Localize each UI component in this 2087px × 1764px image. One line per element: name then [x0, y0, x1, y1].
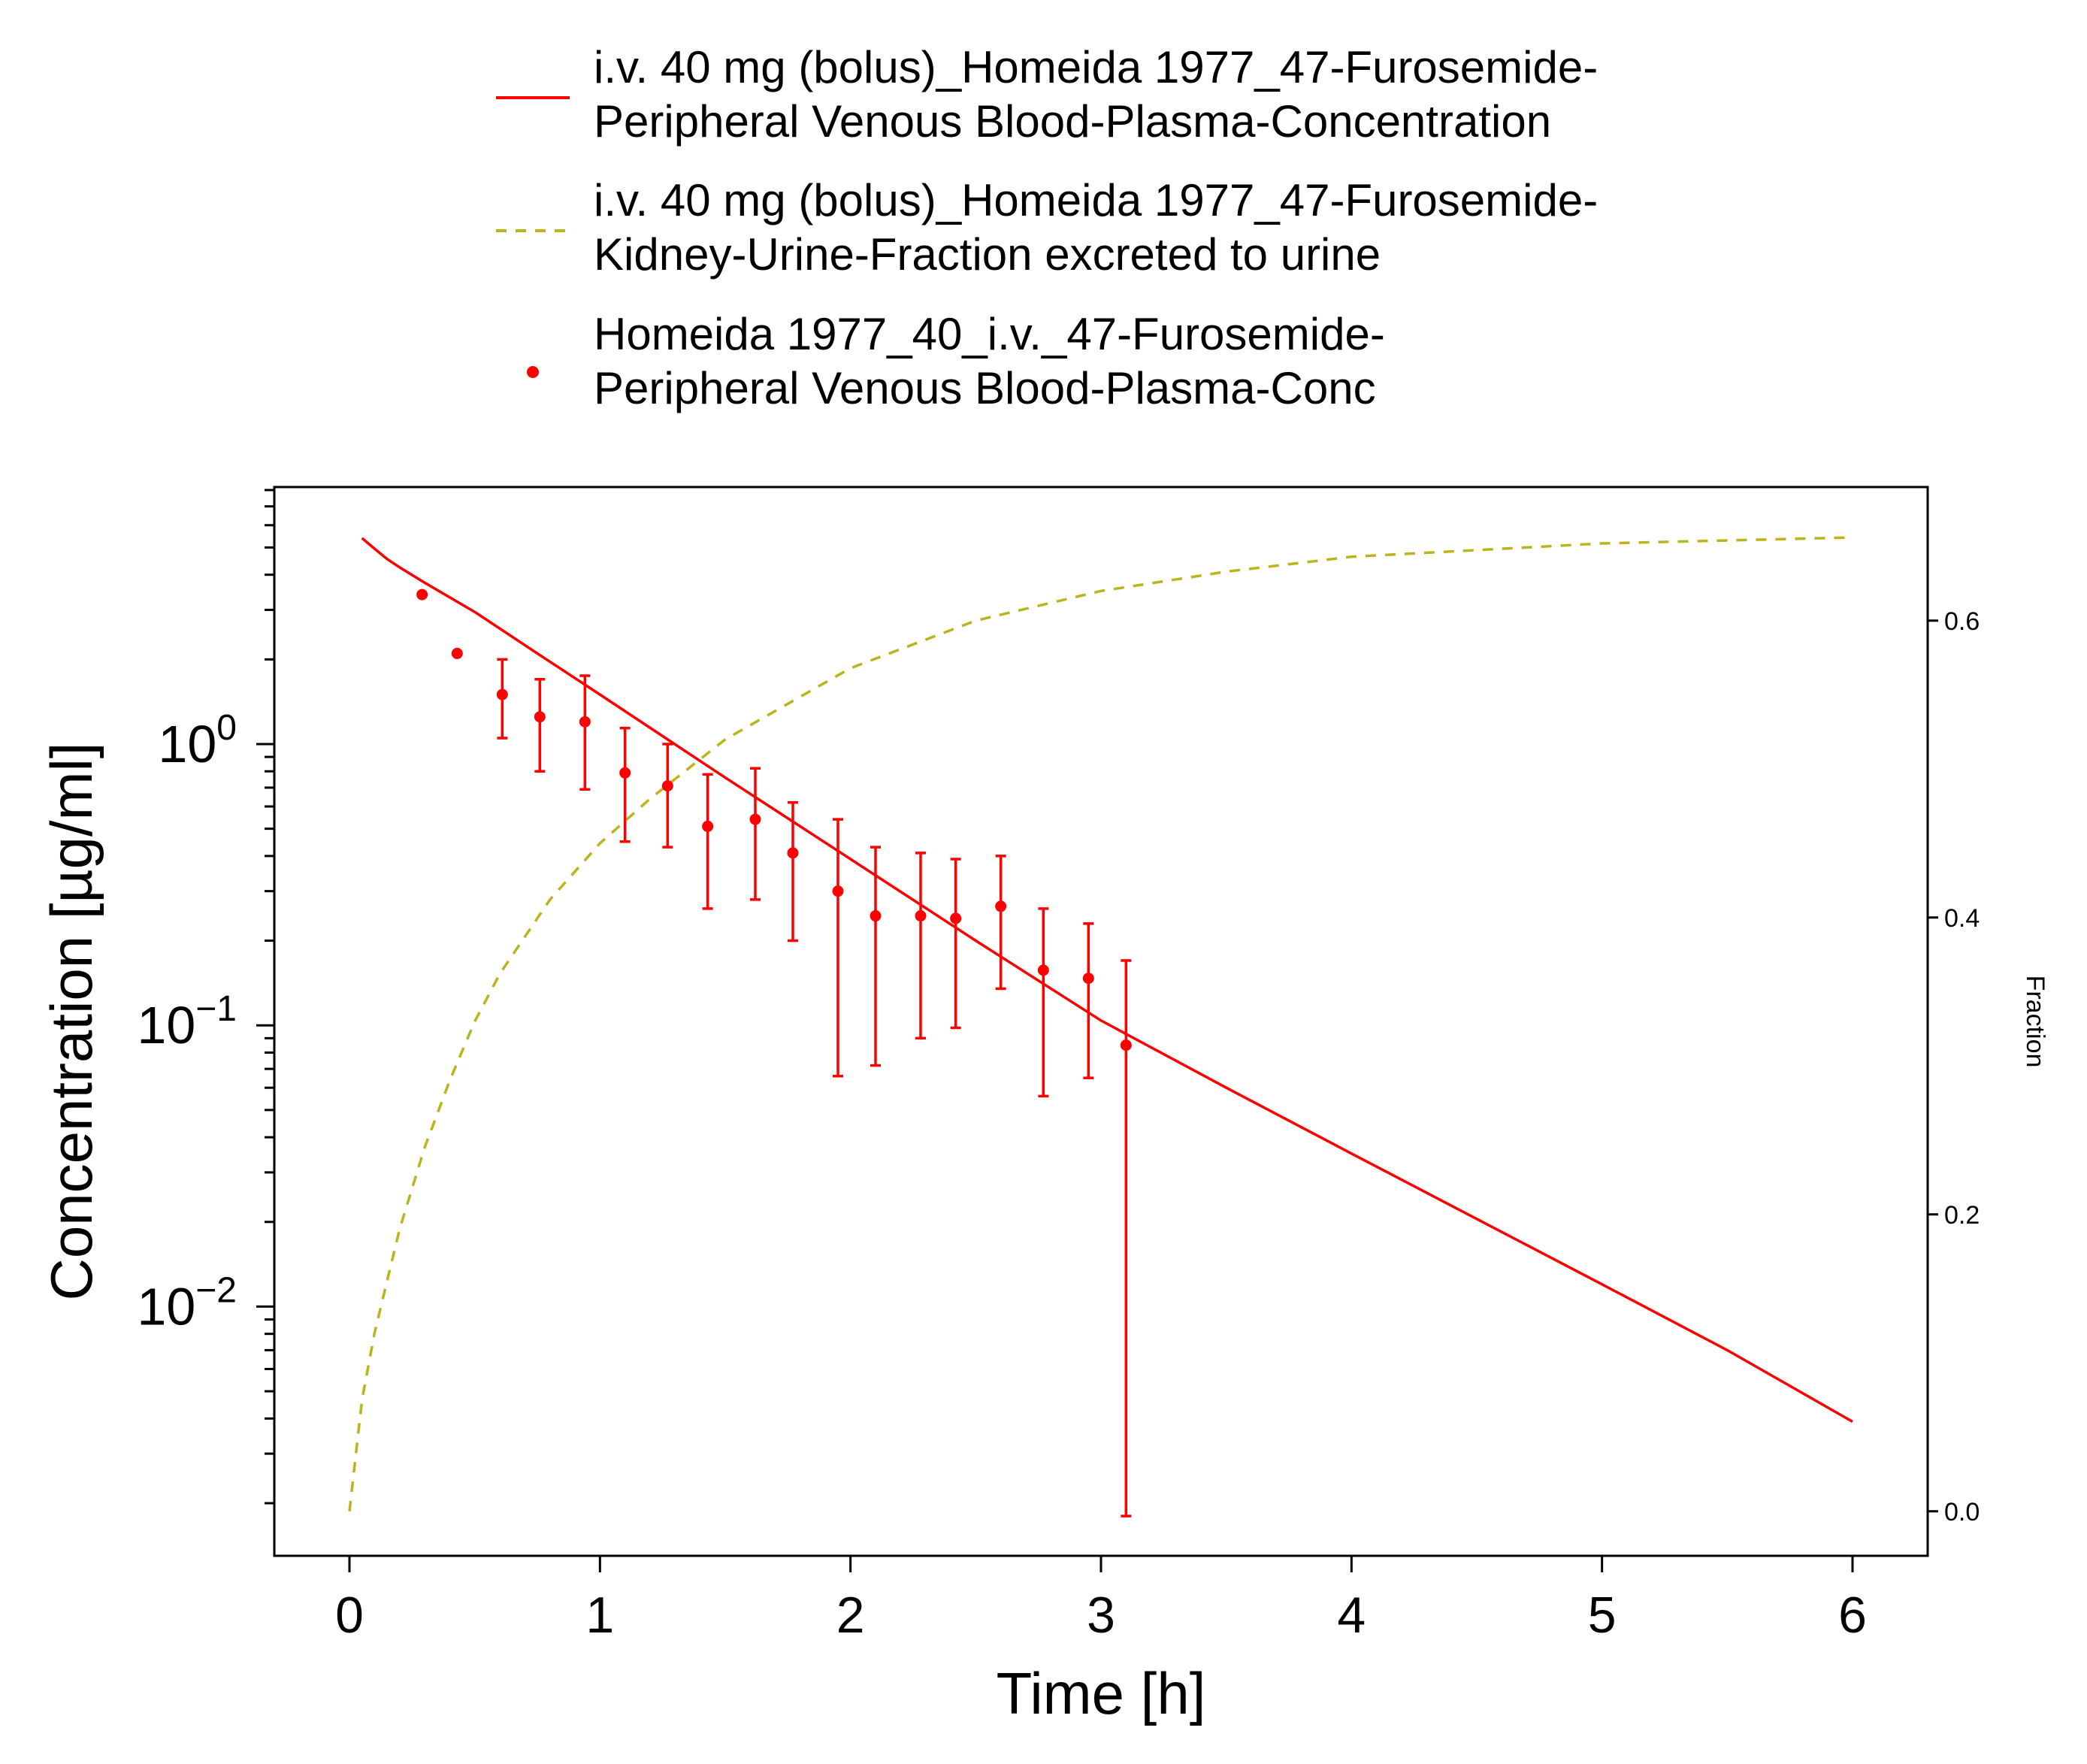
- data-point: [619, 767, 631, 779]
- x-tick-label: 3: [1087, 1587, 1115, 1644]
- y-tick-label: 100: [158, 708, 237, 773]
- y2-axis-title: Fraction: [2021, 976, 2049, 1068]
- data-point: [1120, 1039, 1132, 1051]
- data-point: [915, 910, 927, 922]
- legend-item: i.v. 40 mg (bolus)_Homeida 1977_47-Furos…: [496, 42, 1598, 147]
- legend-item: i.v. 40 mg (bolus)_Homeida 1977_47-Furos…: [496, 175, 1598, 280]
- y-axis-left: 100 10−1 10−2: [137, 489, 274, 1505]
- y-tick-label: 10−1: [137, 989, 237, 1054]
- legend-label: i.v. 40 mg (bolus)_Homeida 1977_47-Furos…: [594, 42, 1598, 92]
- series-fraction-line: [348, 536, 1853, 1511]
- series-layer: [348, 536, 1853, 1517]
- y-axis-title: Concentration [µg/ml]: [38, 743, 104, 1301]
- legend-label: Peripheral Venous Blood-Plasma-Conc: [594, 363, 1376, 413]
- x-axis-title: Time [h]: [997, 1660, 1206, 1726]
- data-point: [496, 688, 508, 700]
- legend-label: i.v. 40 mg (bolus)_Homeida 1977_47-Furos…: [594, 175, 1598, 225]
- data-point: [832, 885, 844, 897]
- data-point: [579, 716, 591, 728]
- data-point: [749, 813, 761, 825]
- data-point: [416, 589, 428, 601]
- data-point: [995, 900, 1007, 912]
- y2-tick-label: 0.6: [1944, 607, 1980, 636]
- x-tick-label: 4: [1337, 1587, 1366, 1644]
- legend-swatch-point: [527, 366, 539, 378]
- data-point: [534, 711, 546, 723]
- y-tick-label: 10−2: [137, 1270, 237, 1336]
- series-concentration-line: [361, 537, 1853, 1424]
- legend-label: Peripheral Venous Blood-Plasma-Concentra…: [594, 96, 1551, 147]
- x-tick-label: 0: [335, 1587, 364, 1644]
- x-tick-label: 2: [836, 1587, 865, 1644]
- data-point: [661, 780, 673, 792]
- data-point: [950, 912, 962, 924]
- y2-tick-label: 0.4: [1944, 904, 1980, 933]
- x-axis: 0 1 2 3 4 5 6: [335, 1556, 1867, 1644]
- x-tick-label: 1: [585, 1587, 614, 1644]
- y2-tick-label: 0.0: [1944, 1498, 1980, 1526]
- data-point: [787, 847, 799, 859]
- y2-tick-label: 0.2: [1944, 1201, 1980, 1230]
- legend-label: Homeida 1977_40_i.v._47-Furosemide-: [594, 309, 1385, 359]
- legend-item: Homeida 1977_40_i.v._47-Furosemide-Perip…: [527, 309, 1385, 413]
- x-tick-label: 5: [1588, 1587, 1617, 1644]
- data-point: [1037, 964, 1049, 976]
- data-point: [702, 820, 714, 832]
- data-point: [1082, 973, 1094, 985]
- data-point: [451, 647, 463, 659]
- legend-label: Kidney-Urine-Fraction excreted to urine: [594, 229, 1381, 280]
- x-tick-label: 6: [1838, 1587, 1867, 1644]
- y-axis-right: 0.0 0.2 0.4 0.6: [1928, 607, 1980, 1526]
- legend: i.v. 40 mg (bolus)_Homeida 1977_47-Furos…: [496, 42, 1598, 413]
- data-point: [870, 910, 882, 922]
